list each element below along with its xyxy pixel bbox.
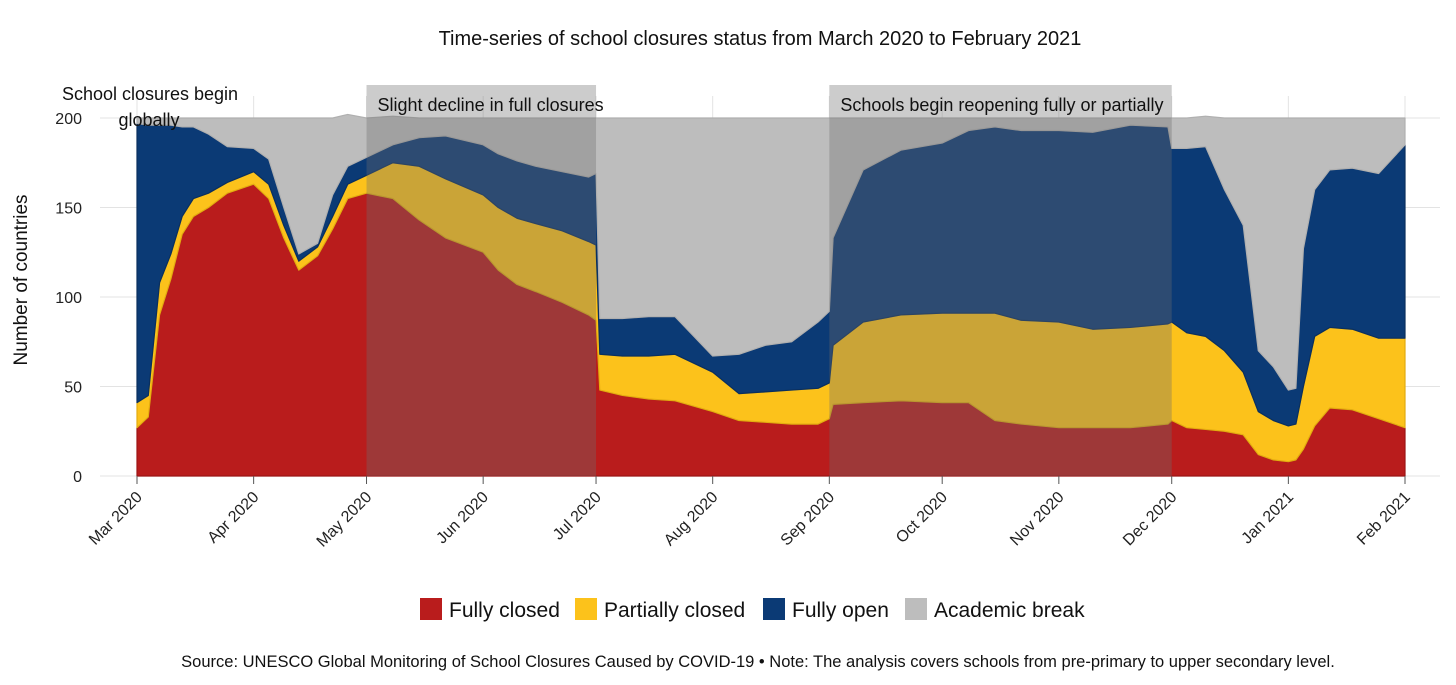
y-tick-label: 150 bbox=[55, 201, 82, 218]
annotation-band bbox=[829, 85, 1172, 476]
y-tick-label: 200 bbox=[55, 111, 82, 128]
legend-label: Academic break bbox=[934, 599, 1085, 622]
annotation-bands bbox=[366, 85, 1172, 476]
x-tick-label: Jul 2020 bbox=[550, 489, 605, 544]
x-tick-label: Oct 2020 bbox=[893, 489, 951, 547]
x-tick-label: Nov 2020 bbox=[1007, 489, 1068, 550]
annotation-text: Schools begin reopening fully or partial… bbox=[840, 95, 1163, 115]
x-tick-label: Jun 2020 bbox=[433, 489, 492, 548]
source-note: Source: UNESCO Global Monitoring of Scho… bbox=[181, 653, 1335, 671]
area-academic-break bbox=[136, 113, 1406, 391]
annotation-text: Slight decline in full closures bbox=[378, 95, 604, 115]
x-tick-label: May 2020 bbox=[314, 489, 376, 551]
y-tick-label: 50 bbox=[64, 380, 82, 397]
annotation-text: globally bbox=[118, 110, 179, 130]
x-tick-label: Jan 2021 bbox=[1239, 489, 1298, 548]
x-tick-label: Sep 2020 bbox=[778, 489, 839, 550]
legend-label: Fully closed bbox=[449, 599, 560, 622]
x-tick-label: Dec 2020 bbox=[1120, 489, 1181, 550]
legend: Fully closed Partially closed Fully open Ac… bbox=[420, 598, 1085, 622]
annotation-band bbox=[366, 85, 597, 476]
y-axis-label: Number of countries bbox=[11, 194, 32, 365]
y-tick-label: 0 bbox=[73, 469, 82, 486]
legend-label: Partially closed bbox=[604, 599, 745, 622]
legend-label: Fully open bbox=[792, 599, 889, 622]
area-series bbox=[136, 113, 1406, 477]
x-tick-label: Aug 2020 bbox=[661, 489, 722, 550]
legend-swatch bbox=[420, 598, 442, 620]
x-tick-label: Feb 2021 bbox=[1354, 489, 1414, 549]
x-tick-label: Mar 2020 bbox=[86, 489, 146, 549]
legend-swatch bbox=[763, 598, 785, 620]
chart-title: Time-series of school closures status fr… bbox=[439, 28, 1082, 50]
annotation-text: School closures begin bbox=[62, 84, 238, 104]
legend-swatch bbox=[575, 598, 597, 620]
legend-swatch bbox=[905, 598, 927, 620]
y-tick-label: 100 bbox=[55, 290, 82, 307]
x-tick-label: Apr 2020 bbox=[205, 489, 263, 547]
annotations: School closures begin globally Slight decl… bbox=[62, 84, 1164, 130]
